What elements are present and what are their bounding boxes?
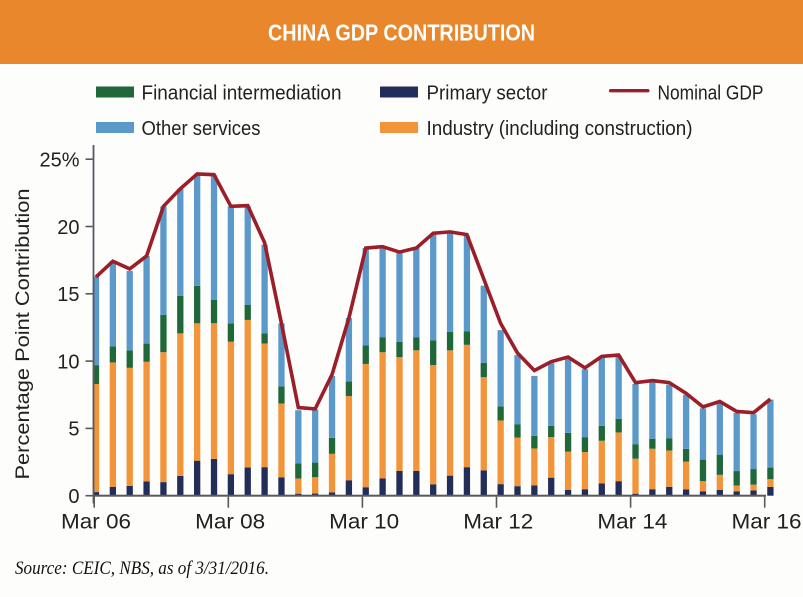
svg-text:Mar 08: Mar 08 — [195, 511, 265, 534]
svg-text:Mar 10: Mar 10 — [329, 511, 399, 534]
svg-text:Mar 12: Mar 12 — [463, 511, 533, 534]
svg-text:Nominal GDP: Nominal GDP — [658, 82, 764, 105]
svg-text:Source: CEIC, NBS, as of 3/31/: Source: CEIC, NBS, as of 3/31/2016. — [15, 559, 269, 579]
svg-text:Industry (including constructi: Industry (including construction) — [427, 117, 693, 140]
svg-text:25%: 25% — [39, 150, 79, 172]
svg-text:Financial intermediation: Financial intermediation — [142, 82, 342, 105]
svg-text:Other services: Other services — [142, 117, 261, 140]
svg-text:5: 5 — [68, 419, 79, 441]
svg-text:CHINA GDP CONTRIBUTION: CHINA GDP CONTRIBUTION — [268, 20, 535, 46]
svg-text:Mar 14: Mar 14 — [597, 511, 667, 534]
svg-text:Primary sector: Primary sector — [427, 82, 548, 105]
svg-text:10: 10 — [57, 351, 79, 373]
svg-text:20: 20 — [57, 217, 79, 239]
svg-text:0: 0 — [68, 486, 79, 508]
svg-text:Mar 16: Mar 16 — [732, 511, 802, 534]
svg-text:Percentage Point Contribution: Percentage Point Contribution — [13, 189, 34, 480]
svg-text:15: 15 — [57, 284, 79, 306]
svg-text:Mar 06: Mar 06 — [61, 511, 131, 534]
